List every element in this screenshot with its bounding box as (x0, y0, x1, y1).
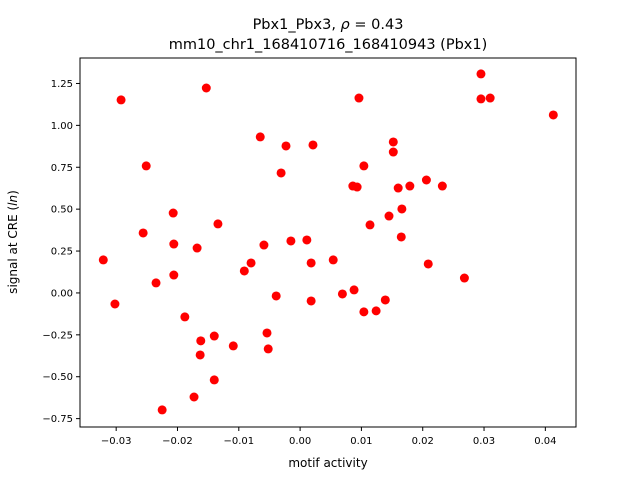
data-point (276, 168, 286, 178)
x-tick-label: 0.00 (289, 436, 311, 447)
plot-frame (79, 57, 577, 428)
x-tick-label: −0.01 (223, 436, 254, 447)
data-point (405, 181, 415, 191)
data-point (308, 140, 318, 150)
y-tick-label: 0.25 (51, 247, 73, 258)
data-point (359, 307, 369, 317)
data-point (286, 236, 296, 246)
y-tick-label: 0.75 (51, 163, 73, 174)
data-point (259, 240, 269, 250)
data-point (239, 266, 249, 276)
data-point (302, 235, 312, 245)
data-point (396, 232, 406, 242)
data-point (201, 83, 211, 93)
x-tick-label: −0.02 (162, 436, 193, 447)
points-layer (98, 69, 558, 415)
y-axis: −0.75 −0.50 −0.25 0.00 0.25 0.50 0.75 1.00 1.25 (42, 79, 80, 425)
x-tick-label: 0.01 (350, 436, 372, 447)
y-tick-label: −0.75 (42, 414, 73, 425)
y-tick-label: 0.00 (51, 288, 73, 299)
data-point (246, 258, 256, 268)
data-point (255, 132, 265, 142)
data-point (337, 289, 347, 299)
y-tick-label: −0.50 (42, 372, 73, 383)
data-point (393, 183, 403, 193)
data-point (157, 405, 167, 415)
data-point (485, 93, 495, 103)
data-point (306, 258, 316, 268)
data-point (423, 259, 433, 269)
data-point (359, 161, 369, 171)
data-point (180, 312, 190, 322)
data-point (388, 147, 398, 157)
data-point (168, 208, 178, 218)
chart-title-line2: mm10_chr1_168410716_168410943 (Pbx1) (169, 37, 488, 53)
data-point (421, 175, 431, 185)
data-point (192, 243, 202, 253)
data-point (169, 239, 179, 249)
x-axis: −0.03 −0.02 −0.01 0.00 0.01 0.02 0.03 0.04 (101, 427, 556, 447)
data-point (213, 219, 223, 229)
x-axis-label: motif activity (288, 456, 367, 470)
y-tick-label: 0.50 (51, 205, 73, 216)
data-point (397, 204, 407, 214)
x-tick-label: 0.02 (412, 436, 434, 447)
data-point (189, 392, 199, 402)
data-point (169, 270, 179, 280)
data-point (110, 299, 120, 309)
data-point (228, 341, 238, 351)
data-point (459, 273, 469, 283)
data-point (349, 285, 359, 295)
data-point (328, 255, 338, 265)
data-point (281, 141, 291, 151)
x-tick-label: 0.04 (534, 436, 556, 447)
data-point (380, 295, 390, 305)
data-point (98, 255, 108, 265)
data-point (437, 181, 447, 191)
data-point (262, 328, 272, 338)
data-point (388, 137, 398, 147)
y-axis-label: signal at CRE (ln) (6, 190, 20, 294)
data-point (151, 278, 161, 288)
data-point (548, 110, 558, 120)
data-point (352, 182, 362, 192)
data-point (209, 375, 219, 385)
y-tick-label: 1.00 (51, 121, 73, 132)
data-point (141, 161, 151, 171)
data-point (209, 331, 219, 341)
data-point (476, 69, 486, 79)
x-tick-label: 0.03 (473, 436, 495, 447)
y-tick-label: −0.25 (42, 330, 73, 341)
data-point (306, 296, 316, 306)
data-point (354, 93, 364, 103)
data-point (263, 344, 273, 354)
data-point (365, 220, 375, 230)
chart-title-line1: Pbx1_Pbx3, ρ = 0.43 (253, 17, 404, 33)
data-point (196, 336, 206, 346)
data-point (138, 228, 148, 238)
data-point (116, 95, 126, 105)
y-tick-label: 1.25 (51, 79, 73, 90)
data-point (271, 291, 281, 301)
x-tick-label: −0.03 (101, 436, 132, 447)
data-point (384, 211, 394, 221)
data-point (371, 306, 381, 316)
data-point (476, 94, 486, 104)
data-point (195, 350, 205, 360)
